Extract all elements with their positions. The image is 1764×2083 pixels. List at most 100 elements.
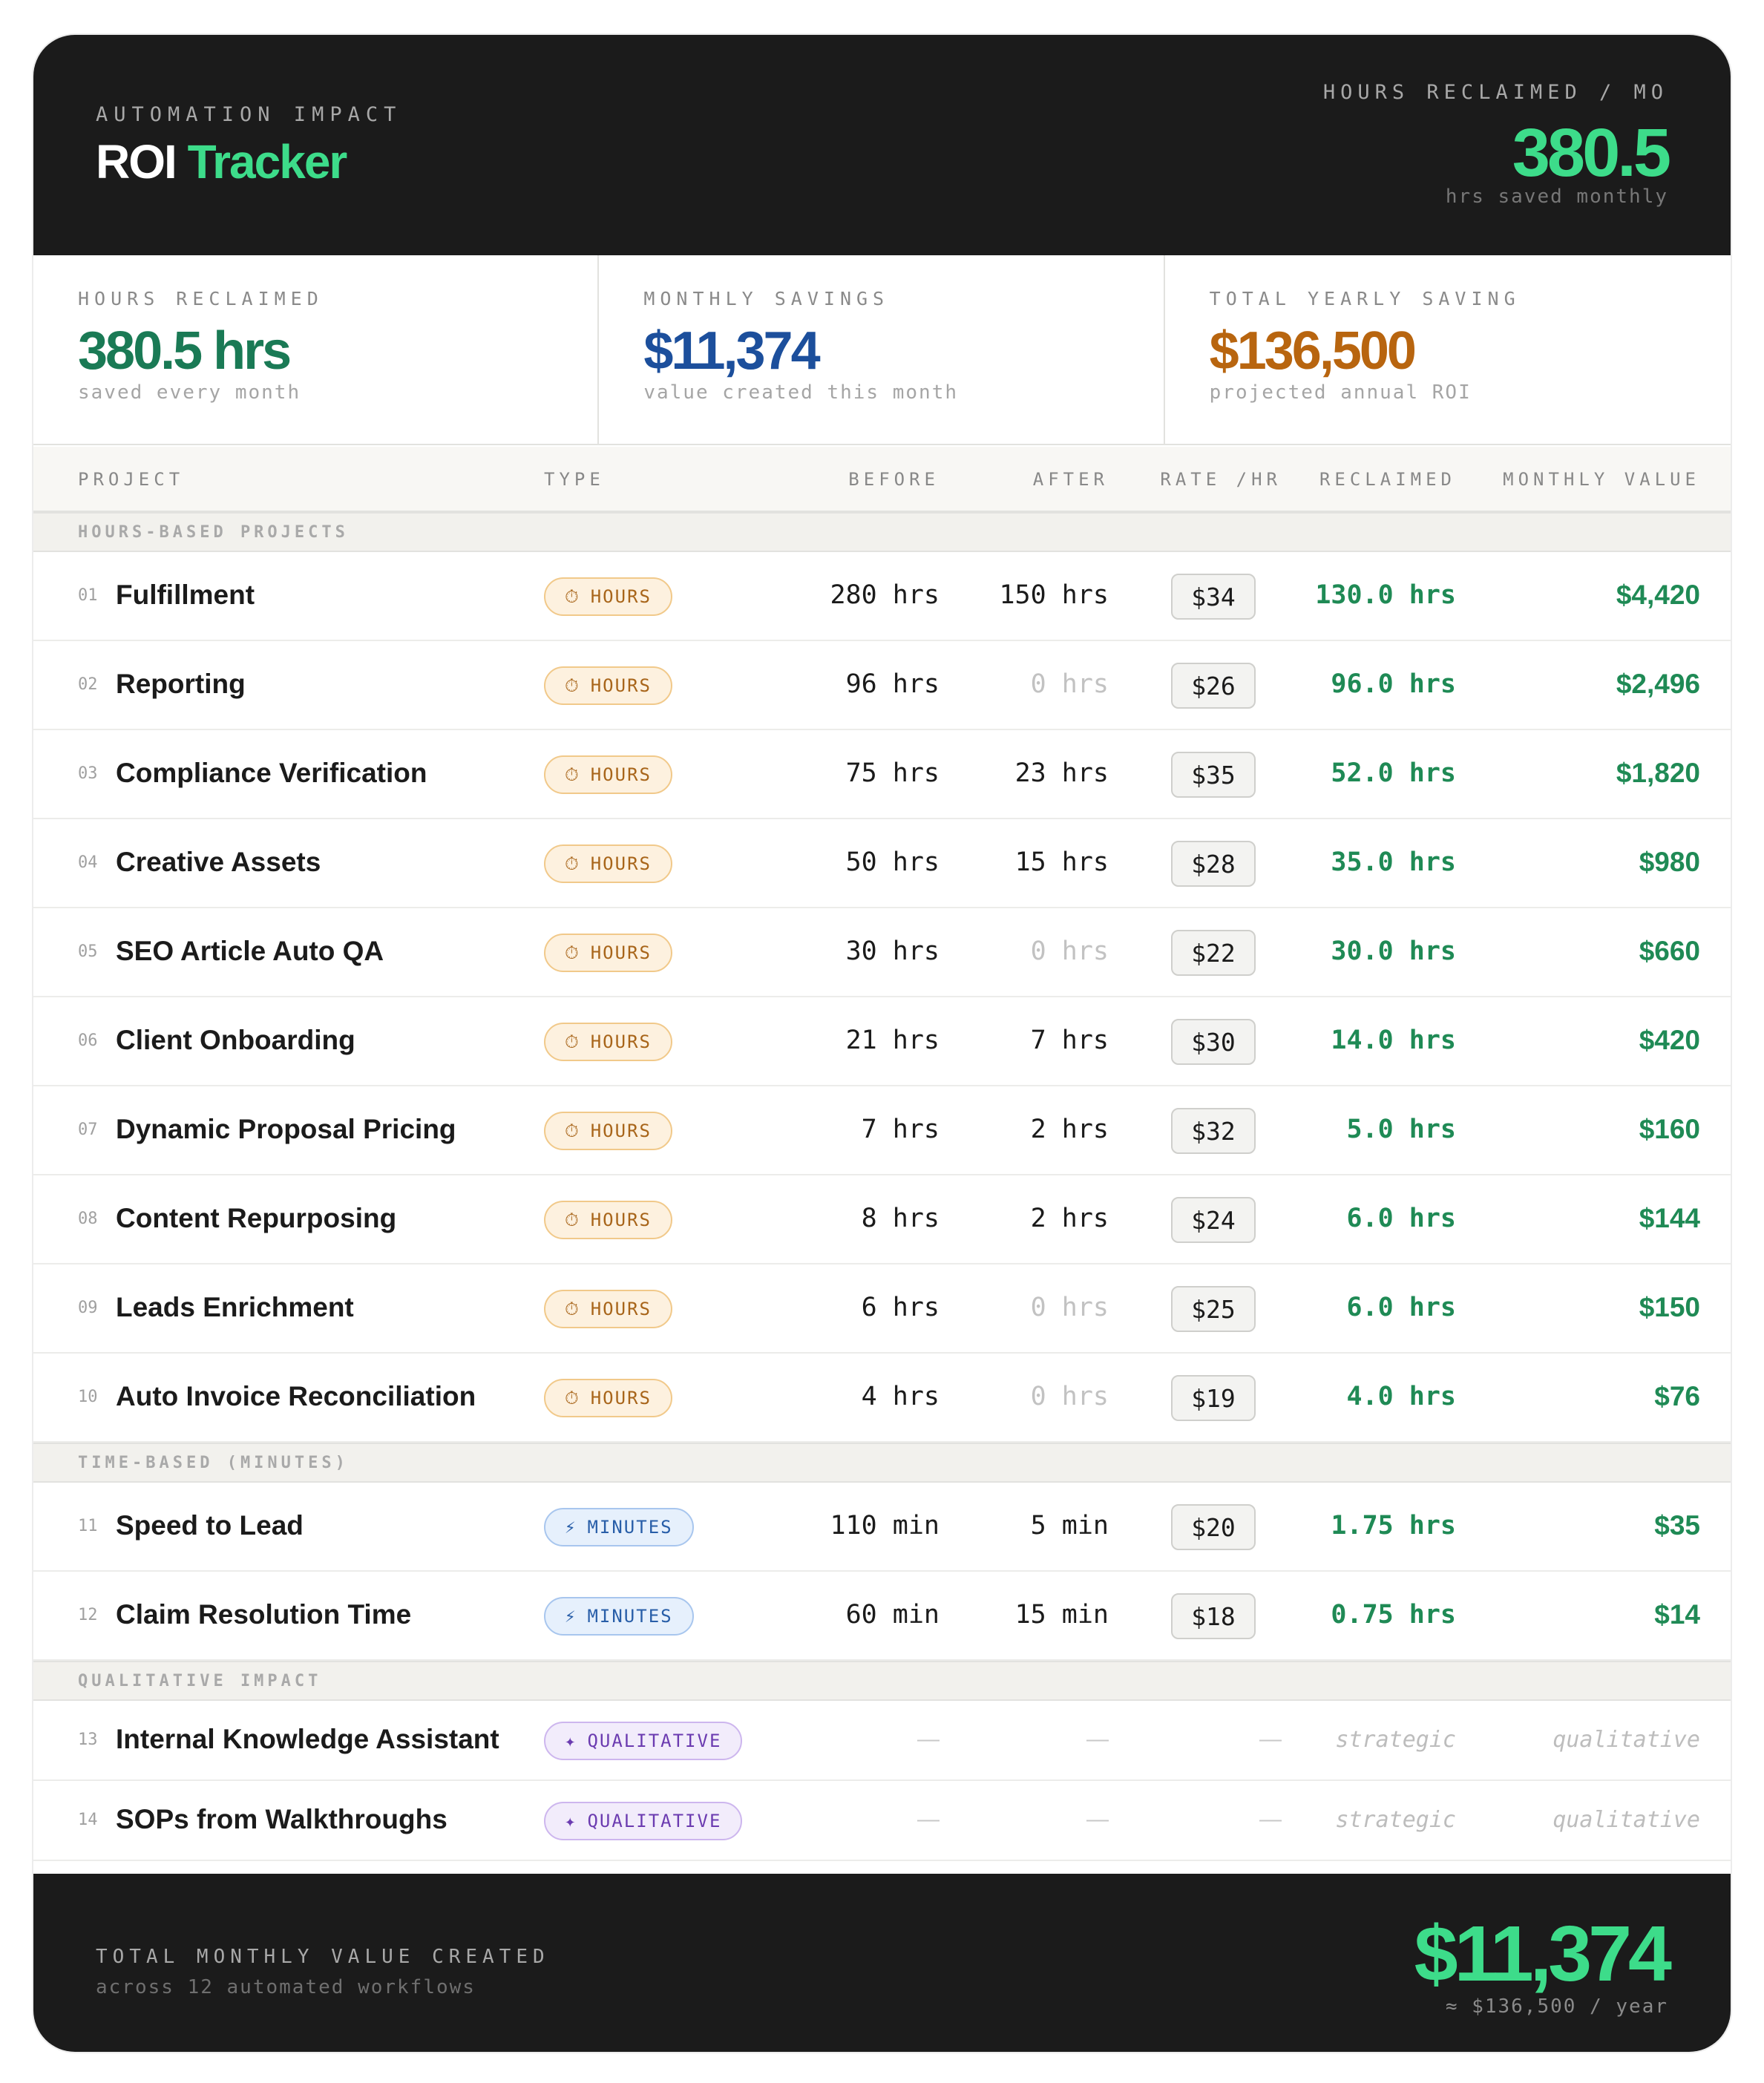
table-row[interactable]: 10 Auto Invoice Reconciliation ⏱ HOURS 4 hrs… bbox=[33, 1354, 1731, 1443]
monthly-value: $150 bbox=[1639, 1292, 1700, 1323]
clock-icon: ⏱ bbox=[565, 1031, 580, 1052]
stats-row: HOURS RECLAIMED 380.5 hrs saved every mo… bbox=[33, 255, 1731, 445]
row-number: 03 bbox=[78, 764, 98, 784]
table-row[interactable]: 11 Speed to Lead ⚡ MINUTES 110 min 5 min $20 1.… bbox=[33, 1483, 1731, 1572]
after-value: 0 hrs bbox=[1030, 669, 1109, 700]
type-badge-hours: ⏱ HOURS bbox=[544, 1112, 672, 1150]
table-row[interactable]: 09 Leads Enrichment ⏱ HOURS 6 hrs 0 hrs $25 6.0… bbox=[33, 1264, 1731, 1354]
project-name: Claim Resolution Time bbox=[116, 1599, 412, 1630]
column-type[interactable]: TYPE bbox=[544, 469, 605, 490]
stat-sub: saved every month bbox=[78, 381, 301, 404]
bolt-icon: ⚡ bbox=[565, 1517, 577, 1538]
monthly-value: $14 bbox=[1654, 1599, 1700, 1630]
bolt-icon: ⚡ bbox=[565, 1606, 577, 1627]
stat-label: MONTHLY SAVINGS bbox=[643, 288, 890, 309]
reclaimed-value: strategic bbox=[1335, 1727, 1456, 1754]
footer-yearly-value: ≈ $136,500 / year bbox=[1445, 1995, 1668, 2018]
table-row[interactable]: 04 Creative Assets ⏱ HOURS 50 hrs 15 hrs $28 35… bbox=[33, 819, 1731, 908]
column-reclaimed[interactable]: RECLAIMED bbox=[1319, 469, 1456, 490]
reclaimed-value: 130.0 hrs bbox=[1315, 580, 1456, 611]
row-number: 12 bbox=[78, 1606, 98, 1625]
after-value: 2 hrs bbox=[1030, 1204, 1109, 1234]
table-row[interactable]: 07 Dynamic Proposal Pricing ⏱ HOURS 7 hrs 2 h… bbox=[33, 1086, 1731, 1175]
header: AUTOMATION IMPACT ROI Tracker HOURS RECL… bbox=[33, 35, 1731, 255]
type-badge-hours: ⏱ HOURS bbox=[544, 934, 672, 972]
after-value: — bbox=[1086, 1727, 1109, 1752]
type-badge-label: HOURS bbox=[590, 675, 652, 696]
after-value: 15 min bbox=[1014, 1600, 1109, 1630]
type-badge-label: QUALITATIVE bbox=[587, 1731, 722, 1751]
after-value: 0 hrs bbox=[1030, 1293, 1109, 1323]
reclaimed-value: 35.0 hrs bbox=[1331, 847, 1456, 878]
table-row[interactable]: 14 SOPs from Walkthroughs ✦ QUALITATIVE — — — s… bbox=[33, 1781, 1731, 1861]
type-badge-hours: ⏱ HOURS bbox=[544, 1290, 672, 1328]
after-value: 0 hrs bbox=[1030, 1382, 1109, 1412]
type-badge-label: HOURS bbox=[590, 853, 652, 874]
reclaimed-value: 1.75 hrs bbox=[1331, 1511, 1456, 1541]
monthly-value: $144 bbox=[1639, 1203, 1700, 1234]
reclaimed-value: 96.0 hrs bbox=[1331, 669, 1456, 700]
after-value: 15 hrs bbox=[1014, 847, 1109, 878]
rate-chip: $35 bbox=[1171, 752, 1256, 798]
stat-value: $136,500 bbox=[1209, 321, 1417, 381]
clock-icon: ⏱ bbox=[565, 1210, 580, 1230]
section-label: TIME-BASED (MINUTES) bbox=[78, 1454, 349, 1472]
section-header-hours: HOURS-BASED PROJECTS bbox=[33, 512, 1731, 552]
project-name: Fulfillment bbox=[116, 580, 255, 611]
monthly-value: $160 bbox=[1639, 1114, 1700, 1145]
clock-icon: ⏱ bbox=[565, 764, 580, 785]
table-row[interactable]: 03 Compliance Verification ⏱ HOURS 75 hrs 23 … bbox=[33, 730, 1731, 819]
type-badge-label: MINUTES bbox=[587, 1606, 673, 1627]
monthly-value: $1,820 bbox=[1616, 758, 1700, 789]
project-name: Speed to Lead bbox=[116, 1510, 304, 1541]
table-row[interactable]: 05 SEO Article Auto QA ⏱ HOURS 30 hrs 0 hrs $2… bbox=[33, 908, 1731, 997]
row-number: 02 bbox=[78, 675, 98, 695]
table-row[interactable]: 01 Fulfillment ⏱ HOURS 280 hrs 150 hrs $34 130.… bbox=[33, 552, 1731, 641]
reclaimed-value: 6.0 hrs bbox=[1346, 1293, 1456, 1323]
before-value: 280 hrs bbox=[830, 580, 940, 611]
monthly-value: $35 bbox=[1654, 1510, 1700, 1541]
before-value: 21 hrs bbox=[845, 1026, 940, 1056]
rate-chip: $25 bbox=[1171, 1286, 1256, 1332]
type-badge-label: HOURS bbox=[590, 1210, 652, 1230]
column-before[interactable]: BEFORE bbox=[848, 469, 940, 490]
monthly-value: qualitative bbox=[1552, 1807, 1700, 1834]
project-name: Content Repurposing bbox=[116, 1203, 397, 1234]
table-row[interactable]: 02 Reporting ⏱ HOURS 96 hrs 0 hrs $26 96.0 hrs $… bbox=[33, 641, 1731, 730]
project-name: SEO Article Auto QA bbox=[116, 936, 384, 967]
monthly-value: $4,420 bbox=[1616, 580, 1700, 611]
before-value: 6 hrs bbox=[861, 1293, 940, 1323]
after-value: 150 hrs bbox=[999, 580, 1109, 611]
table-row[interactable]: 06 Client Onboarding ⏱ HOURS 21 hrs 7 hrs $30 1… bbox=[33, 997, 1731, 1086]
before-value: 8 hrs bbox=[861, 1204, 940, 1234]
before-value: 75 hrs bbox=[845, 758, 940, 789]
monthly-value: $980 bbox=[1639, 847, 1700, 878]
rate-chip: $19 bbox=[1171, 1375, 1256, 1421]
column-rate[interactable]: RATE /HR bbox=[1160, 469, 1282, 490]
stat-label: HOURS RECLAIMED bbox=[78, 288, 324, 309]
table-row[interactable]: 12 Claim Resolution Time ⚡ MINUTES 60 min 15 … bbox=[33, 1572, 1731, 1661]
roi-tracker-card: AUTOMATION IMPACT ROI Tracker HOURS RECL… bbox=[33, 35, 1731, 2052]
reclaimed-value: 14.0 hrs bbox=[1331, 1026, 1456, 1056]
stat-label: TOTAL YEARLY SAVING bbox=[1209, 288, 1521, 309]
reclaimed-value: 4.0 hrs bbox=[1346, 1382, 1456, 1412]
row-number: 08 bbox=[78, 1210, 98, 1229]
before-value: 50 hrs bbox=[845, 847, 940, 878]
before-value: 7 hrs bbox=[861, 1115, 940, 1145]
clock-icon: ⏱ bbox=[565, 1121, 580, 1141]
section-label: HOURS-BASED PROJECTS bbox=[78, 523, 349, 542]
column-after[interactable]: AFTER bbox=[1032, 469, 1109, 490]
clock-icon: ⏱ bbox=[565, 1388, 580, 1408]
table-row[interactable]: 13 Internal Knowledge Assistant ✦ QUALITATI… bbox=[33, 1701, 1731, 1781]
column-monthly-value[interactable]: MONTHLY VALUE bbox=[1503, 469, 1700, 490]
stat-hours-reclaimed: HOURS RECLAIMED 380.5 hrs saved every mo… bbox=[33, 255, 600, 445]
type-badge-hours: ⏱ HOURS bbox=[544, 1023, 672, 1061]
row-number: 06 bbox=[78, 1031, 98, 1051]
stat-yearly-saving: TOTAL YEARLY SAVING $136,500 projected a… bbox=[1165, 255, 1731, 445]
clock-icon: ⏱ bbox=[565, 853, 580, 874]
column-project[interactable]: PROJECT bbox=[78, 469, 185, 490]
project-name: Reporting bbox=[116, 669, 246, 700]
table-row[interactable]: 08 Content Repurposing ⏱ HOURS 8 hrs 2 hrs $24… bbox=[33, 1175, 1731, 1264]
type-badge-label: QUALITATIVE bbox=[587, 1811, 722, 1831]
project-name: Auto Invoice Reconciliation bbox=[116, 1381, 476, 1412]
